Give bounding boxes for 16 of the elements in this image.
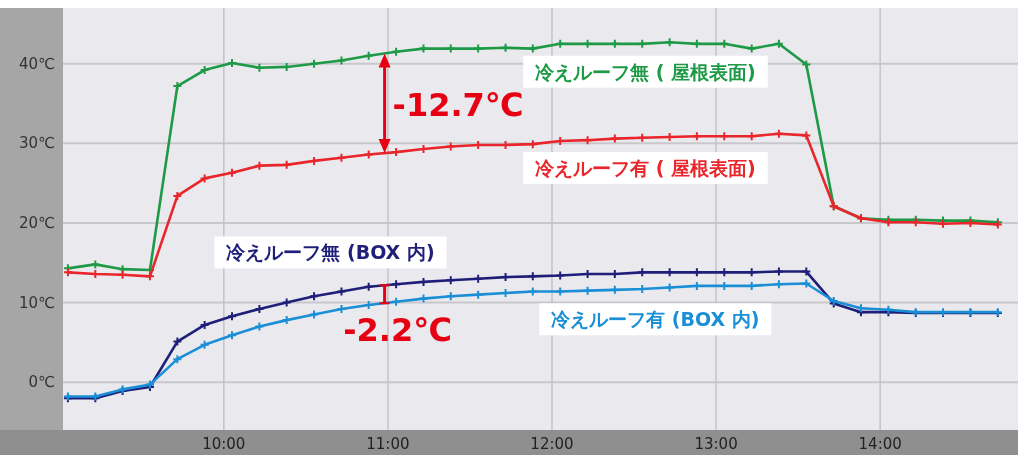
series-label: 冷えルーフ有 ( 屋根表面) bbox=[535, 157, 756, 180]
x-tick-label: 13:00 bbox=[694, 435, 738, 453]
x-tick-label: 10:00 bbox=[202, 435, 246, 453]
y-tick-label: 10℃ bbox=[19, 293, 55, 312]
x-tick-label: 12:00 bbox=[530, 435, 574, 453]
y-tick-label: 0℃ bbox=[28, 373, 55, 392]
y-tick-label: 30℃ bbox=[19, 134, 55, 153]
x-tick-label: 14:00 bbox=[858, 435, 902, 453]
series-label: 冷えルーフ無 ( 屋根表面) bbox=[535, 60, 756, 83]
y-tick-label: 20℃ bbox=[19, 213, 55, 232]
y-tick-label: 40℃ bbox=[19, 54, 55, 73]
series-label: 冷えルーフ無 (BOX 内) bbox=[226, 241, 435, 264]
x-tick-label: 11:00 bbox=[366, 435, 410, 453]
annotation: -2.2℃ bbox=[343, 311, 452, 350]
annotation: -12.7℃ bbox=[392, 86, 524, 125]
series-label: 冷えルーフ有 (BOX 内) bbox=[551, 308, 760, 331]
